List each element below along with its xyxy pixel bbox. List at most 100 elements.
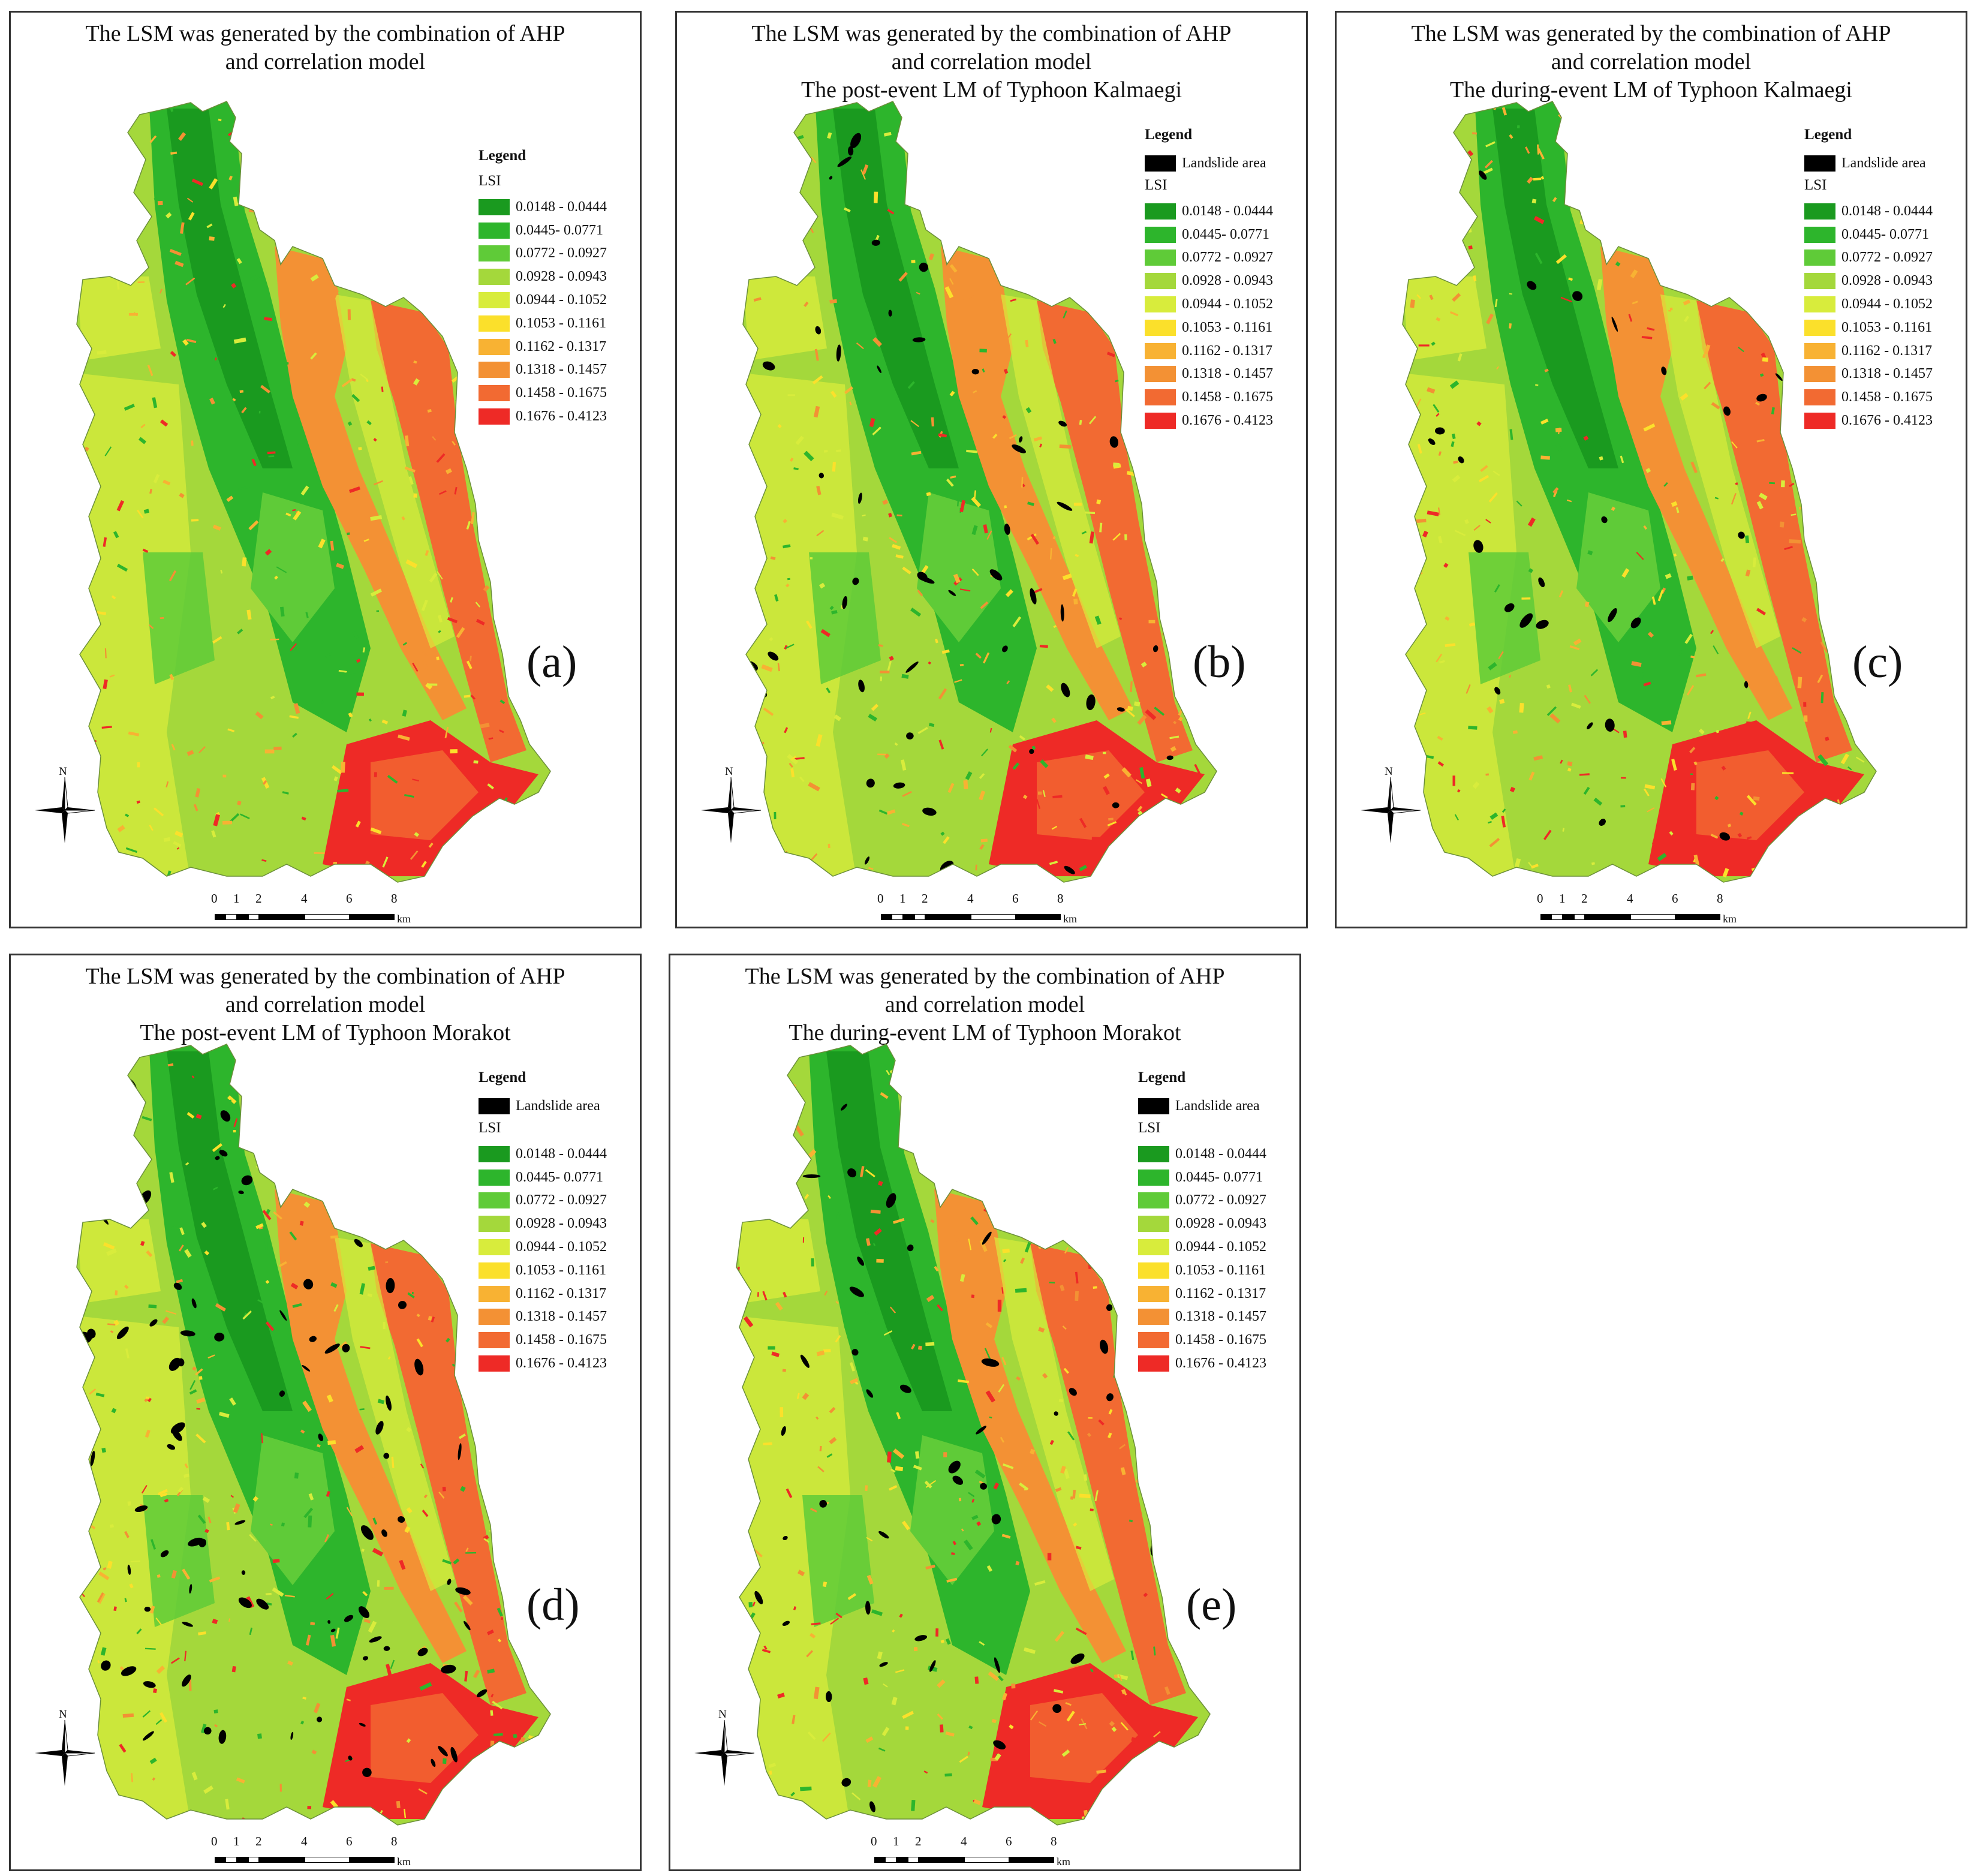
lsi-speckle bbox=[89, 1388, 97, 1395]
lsi-speckle bbox=[1004, 596, 1015, 600]
lsi-speckle bbox=[1020, 1257, 1025, 1264]
lsi-speckle bbox=[1632, 300, 1638, 305]
lsi-speckle bbox=[1537, 148, 1545, 160]
lsi-speckle bbox=[1430, 879, 1433, 882]
scale-tick-label: 2 bbox=[255, 1834, 262, 1848]
legend-class-label: 0.1318 - 0.1457 bbox=[516, 362, 607, 378]
lsi-speckle bbox=[120, 238, 124, 242]
lsi-speckle bbox=[324, 1534, 330, 1543]
lsi-speckle bbox=[193, 804, 198, 811]
lsi-speckle bbox=[1053, 625, 1057, 629]
lsi-speckle bbox=[1746, 721, 1752, 724]
landslide-patch bbox=[929, 1660, 936, 1672]
legend-class-label: 0.1676 - 0.4123 bbox=[516, 408, 607, 425]
lsi-speckle bbox=[97, 183, 104, 190]
lsi-speckle bbox=[103, 679, 108, 690]
lsi-speckle bbox=[1415, 518, 1427, 524]
lsi-speckle bbox=[1156, 1519, 1161, 1528]
lsi-speckle bbox=[382, 856, 389, 868]
legend-landslide-row: Landslide area bbox=[479, 1095, 607, 1117]
lsi-speckle bbox=[1149, 1408, 1160, 1417]
legend-lsi-heading: LSI bbox=[479, 173, 501, 189]
legend-class-label: 0.1458 - 0.1675 bbox=[516, 1332, 607, 1348]
lsi-speckle bbox=[1747, 305, 1750, 309]
lsi-speckle bbox=[1568, 684, 1572, 693]
legend-class-row: 0.1458 - 0.1675 bbox=[479, 1328, 607, 1352]
lsi-speckle bbox=[262, 780, 267, 785]
lsi-speckle bbox=[1088, 1417, 1093, 1419]
lsi-speckle bbox=[1418, 524, 1421, 529]
lsi-speckle bbox=[1573, 638, 1582, 646]
lsi-speckle bbox=[300, 1347, 304, 1354]
lsi-speckle bbox=[1063, 310, 1067, 319]
landslide-patch bbox=[1106, 1304, 1113, 1311]
lsi-speckle bbox=[1169, 546, 1175, 555]
lsi-speckle bbox=[1192, 542, 1197, 548]
lsi-speckle bbox=[1090, 1508, 1094, 1511]
lsi-speckle bbox=[450, 597, 453, 603]
lsi-speckle bbox=[365, 378, 369, 383]
lsi-speckle bbox=[1156, 869, 1160, 874]
lsi-speckle bbox=[1820, 641, 1828, 653]
scale-segment bbox=[350, 1857, 395, 1863]
landslide-patch bbox=[1019, 436, 1023, 443]
legend-class-label: 0.1053 - 0.1161 bbox=[1841, 319, 1933, 335]
legend-class-label: 0.0772 - 0.0927 bbox=[516, 1192, 607, 1208]
lsi-speckle bbox=[109, 1524, 114, 1528]
lsi-speckle bbox=[1182, 690, 1190, 698]
scale-segment bbox=[908, 1857, 919, 1863]
lsi-speckle bbox=[741, 1210, 745, 1220]
lsi-speckle bbox=[228, 1618, 231, 1622]
lsi-speckle bbox=[1007, 1125, 1013, 1131]
legend-landslide-row: Landslide area bbox=[1138, 1095, 1266, 1117]
scale-tick-label: 6 bbox=[346, 1834, 353, 1848]
lsi-speckle bbox=[380, 245, 385, 249]
lsi-speckle bbox=[1048, 177, 1058, 185]
landslide-patch bbox=[461, 1257, 471, 1267]
lsi-speckle bbox=[310, 274, 319, 282]
landslide-patch bbox=[105, 1174, 118, 1180]
lsi-speckle bbox=[78, 1606, 83, 1610]
lsi-speckle bbox=[1476, 421, 1482, 426]
lsi-speckle bbox=[145, 1396, 150, 1399]
lsi-speckle bbox=[1034, 1580, 1046, 1586]
lsi-speckle bbox=[370, 1477, 375, 1486]
lsi-speckle bbox=[1644, 784, 1656, 790]
lsi-speckle bbox=[77, 563, 78, 567]
lsi-speckle bbox=[77, 276, 82, 279]
lsi-speckle bbox=[1544, 368, 1549, 372]
scale-segment bbox=[1551, 914, 1563, 920]
lsi-speckle bbox=[1049, 861, 1058, 865]
lsi-speckle bbox=[1091, 837, 1104, 841]
lsi-speckle bbox=[173, 841, 182, 847]
lsi-speckle bbox=[386, 1664, 392, 1676]
lsi-speckle bbox=[97, 174, 103, 182]
lsi-speckle bbox=[282, 361, 289, 365]
lsi-speckle bbox=[1445, 643, 1456, 647]
lsi-speckle bbox=[937, 1679, 946, 1688]
lsi-speckle bbox=[1114, 248, 1125, 257]
lsi-speckle bbox=[913, 1647, 918, 1652]
lsi-speckle bbox=[982, 368, 985, 373]
lsi-speckle bbox=[1115, 1129, 1120, 1134]
lsi-speckle bbox=[1037, 202, 1042, 206]
lsi-speckle bbox=[154, 807, 164, 817]
lsi-speckle bbox=[816, 530, 824, 537]
lsi-speckle bbox=[1120, 1467, 1126, 1475]
lsi-speckle bbox=[967, 1751, 970, 1756]
lsi-speckle bbox=[1078, 281, 1089, 290]
lsi-speckle bbox=[800, 1786, 812, 1791]
scale-segment bbox=[259, 914, 305, 920]
lsi-speckle bbox=[326, 1394, 333, 1403]
lsi-speckle bbox=[768, 1346, 775, 1350]
lsi-speckle bbox=[1079, 1723, 1087, 1726]
landslide-patch bbox=[851, 1349, 859, 1356]
lsi-speckle bbox=[330, 289, 339, 302]
lsi-speckle bbox=[170, 1657, 180, 1664]
north-label: N bbox=[59, 1708, 67, 1721]
scale-tick-label: 2 bbox=[915, 1834, 922, 1848]
landslide-patch bbox=[90, 1450, 95, 1466]
lsi-speckle bbox=[429, 572, 438, 583]
scale-tick-label: 0 bbox=[877, 891, 884, 906]
landslide-patch bbox=[850, 133, 862, 149]
